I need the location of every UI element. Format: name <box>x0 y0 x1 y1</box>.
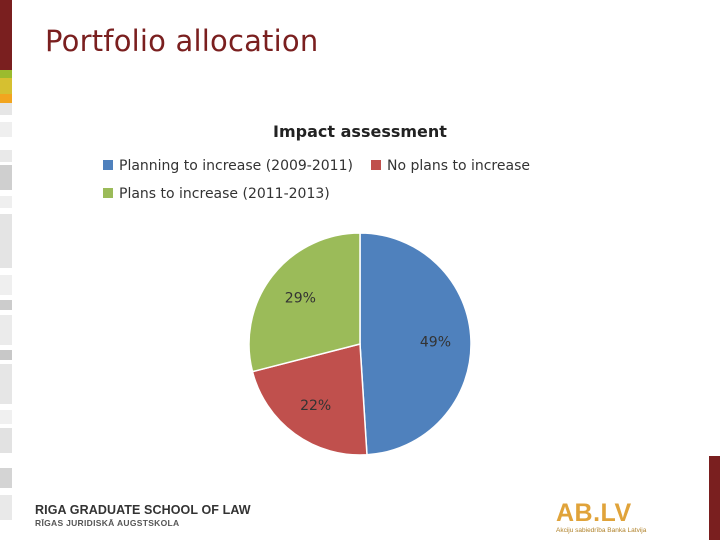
bar-segment <box>0 468 12 488</box>
legend-label: Plans to increase (2011-2013) <box>119 186 330 202</box>
bar-segment <box>0 428 12 453</box>
bar-segment <box>0 78 12 94</box>
partner-logo: AB.LV Akciju sabiedrība Banka Latvija <box>556 499 647 534</box>
bar-segment <box>0 410 12 424</box>
pie-slice-3 <box>248 232 361 373</box>
bar-segment <box>0 214 12 268</box>
bar-segment <box>0 122 12 137</box>
pie-data-label: 29% <box>285 291 316 307</box>
bar-segment <box>0 275 12 295</box>
bar-segment <box>0 165 12 190</box>
legend-swatch <box>103 160 113 170</box>
left-decorative-bar <box>0 0 12 540</box>
legend-label: No plans to increase <box>387 158 530 174</box>
partner-logo-subtext: Akciju sabiedrība Banka Latvija <box>556 527 647 534</box>
pie-data-label: 22% <box>300 398 331 414</box>
bar-segment <box>0 70 12 78</box>
legend-label: Planning to increase (2009-2011) <box>119 158 353 174</box>
bar-segment <box>0 364 12 404</box>
bar-segment <box>0 350 12 360</box>
right-accent-bar <box>709 456 720 540</box>
chart-legend: Planning to increase (2009-2011) No plans… <box>103 158 530 202</box>
bar-segment <box>0 495 12 520</box>
pie-slice-2 <box>251 343 368 456</box>
legend-swatch <box>371 160 381 170</box>
bar-segment <box>0 196 12 208</box>
legend-swatch <box>103 188 113 198</box>
bar-segment <box>0 0 12 70</box>
bar-segment <box>0 300 12 310</box>
chart-title: Impact assessment <box>273 122 447 141</box>
bar-segment <box>0 150 12 162</box>
partner-logo-mark: AB.LV <box>556 499 632 527</box>
pie-data-label: 49% <box>420 335 451 351</box>
bar-segment <box>0 94 12 103</box>
school-name: RIGA GRADUATE SCHOOL OF LAW <box>35 503 251 517</box>
slide-title: Portfolio allocation <box>45 24 319 58</box>
pie-slice-1 <box>359 232 472 456</box>
pie-data-labels: 49% 22% 29% <box>285 291 451 414</box>
bar-segment <box>0 315 12 345</box>
school-logo: RIGA GRADUATE SCHOOL OF LAW RĪGAS JURIDI… <box>35 503 251 528</box>
school-name-local: RĪGAS JURIDISKĀ AUGSTSKOLA <box>35 518 180 528</box>
pie-slices <box>248 232 472 456</box>
bar-segment <box>0 103 12 115</box>
